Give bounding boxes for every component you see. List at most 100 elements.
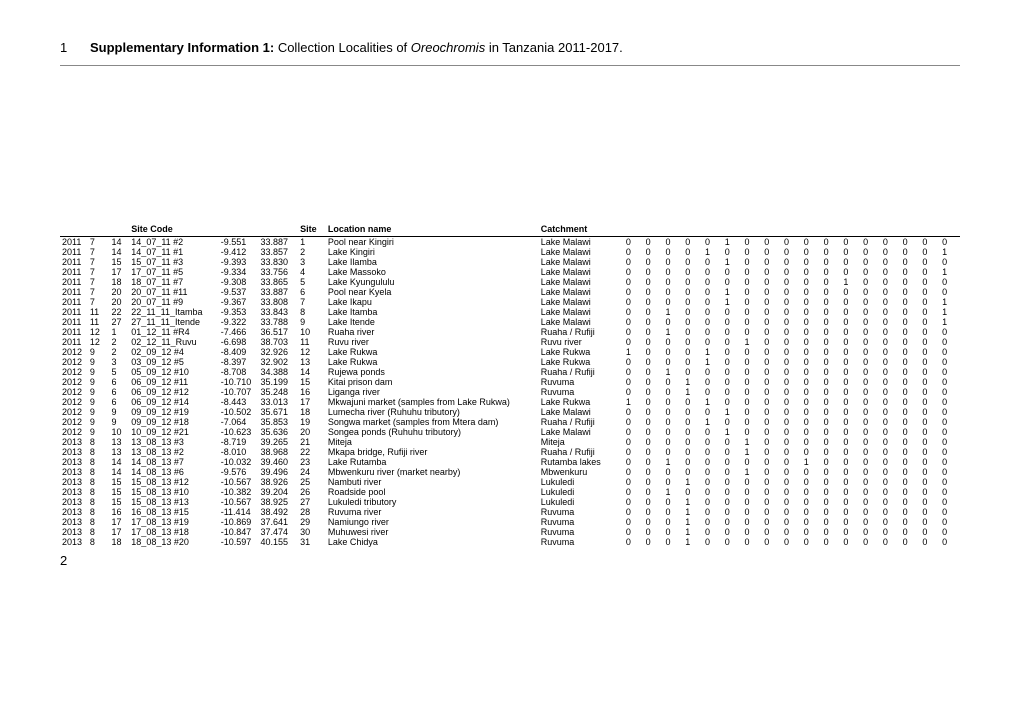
cell: 0 [920, 487, 940, 497]
cell: -9.551 [219, 237, 259, 248]
cell: 0 [723, 467, 743, 477]
cell: 0 [920, 407, 940, 417]
cell: 20 [110, 287, 130, 297]
cell: -9.334 [219, 267, 259, 277]
cell: 22 [110, 307, 130, 317]
cell: 0 [663, 297, 683, 307]
cell: Lumecha river (Ruhuhu tributory) [326, 407, 539, 417]
cell: 0 [683, 367, 703, 377]
cell: 17 [110, 527, 130, 537]
cell: 0 [624, 357, 644, 367]
cell: 0 [782, 477, 802, 487]
cell: 6 [298, 287, 326, 297]
cell: 0 [782, 307, 802, 317]
cell: 0 [782, 337, 802, 347]
cell: 1 [663, 367, 683, 377]
cell: 33.756 [259, 267, 299, 277]
cell: 18 [298, 407, 326, 417]
cell: 0 [822, 427, 842, 437]
cell: 06_09_12 #12 [129, 387, 218, 397]
cell: 10 [110, 427, 130, 437]
cell: 0 [782, 347, 802, 357]
cell: 0 [782, 377, 802, 387]
cell: 0 [723, 247, 743, 257]
cell: Ruvuma [539, 387, 624, 397]
cell: 0 [723, 417, 743, 427]
cell: -10.707 [219, 387, 259, 397]
cell: 0 [743, 377, 763, 387]
cell: 0 [624, 267, 644, 277]
cell: 0 [861, 447, 881, 457]
cell: 0 [782, 417, 802, 427]
cell: 0 [861, 327, 881, 337]
cell: 1 [940, 317, 960, 327]
cell: 0 [743, 397, 763, 407]
cell: 1 [723, 407, 743, 417]
cell: 0 [762, 237, 782, 248]
cell: 0 [663, 377, 683, 387]
cell: 0 [940, 477, 960, 487]
cell: 0 [703, 267, 723, 277]
cell: 1 [723, 287, 743, 297]
cell: 3 [110, 357, 130, 367]
cell: 0 [624, 467, 644, 477]
cell: 5 [110, 367, 130, 377]
cell: 0 [683, 237, 703, 248]
cell: 0 [644, 317, 664, 327]
cell: 0 [940, 457, 960, 467]
cell: 0 [683, 407, 703, 417]
cell: 33.013 [259, 397, 299, 407]
cell: 1 [298, 237, 326, 248]
cell: 0 [822, 527, 842, 537]
cell: 1 [683, 527, 703, 537]
cell: 0 [762, 427, 782, 437]
cell: 0 [861, 537, 881, 547]
cell: 0 [802, 427, 822, 437]
cell: 1 [663, 457, 683, 467]
cell: 0 [822, 297, 842, 307]
table-row: 201291010_09_12 #21-10.62335.63620Songea… [60, 427, 960, 437]
cell: 0 [762, 267, 782, 277]
cell: 2 [110, 347, 130, 357]
cell: 0 [743, 407, 763, 417]
cell: 0 [762, 387, 782, 397]
cell: 0 [881, 307, 901, 317]
cell: -9.412 [219, 247, 259, 257]
cell: 0 [802, 537, 822, 547]
cell: 0 [861, 397, 881, 407]
cell: 0 [703, 287, 723, 297]
cell: 0 [703, 257, 723, 267]
cell: 0 [644, 347, 664, 357]
cell: 0 [663, 277, 683, 287]
cell: 0 [822, 447, 842, 457]
cell: 0 [901, 507, 921, 517]
cell: 1 [703, 417, 723, 427]
table-row: 201171414_07_11 #2-9.55133.8871Pool near… [60, 237, 960, 248]
cell: 0 [901, 387, 921, 397]
cell: 0 [802, 327, 822, 337]
cell: 0 [881, 497, 901, 507]
table-row: 201171717_07_11 #5-9.33433.7564Lake Mass… [60, 267, 960, 277]
cell: 2011 [60, 327, 88, 337]
cell: 0 [743, 237, 763, 248]
species-header: O. karomo [861, 126, 881, 237]
table-row: 2011112727_11_11_Itende-9.32233.7889Lake… [60, 317, 960, 327]
species-header: O. placidus [683, 126, 703, 237]
cell: 0 [644, 517, 664, 527]
cell: 0 [841, 527, 861, 537]
cell: 20 [298, 427, 326, 437]
cell: 2013 [60, 497, 88, 507]
cell: 34.388 [259, 367, 299, 377]
cell: 0 [802, 317, 822, 327]
cell: 0 [841, 487, 861, 497]
cell: -9.576 [219, 467, 259, 477]
cell: 0 [663, 397, 683, 407]
cell: 0 [762, 507, 782, 517]
cell: 0 [841, 507, 861, 517]
cell: 1 [683, 477, 703, 487]
cell: 0 [644, 337, 664, 347]
cell: 17 [110, 517, 130, 527]
cell: 0 [841, 387, 861, 397]
cell: 2013 [60, 537, 88, 547]
cell: 14 [110, 457, 130, 467]
